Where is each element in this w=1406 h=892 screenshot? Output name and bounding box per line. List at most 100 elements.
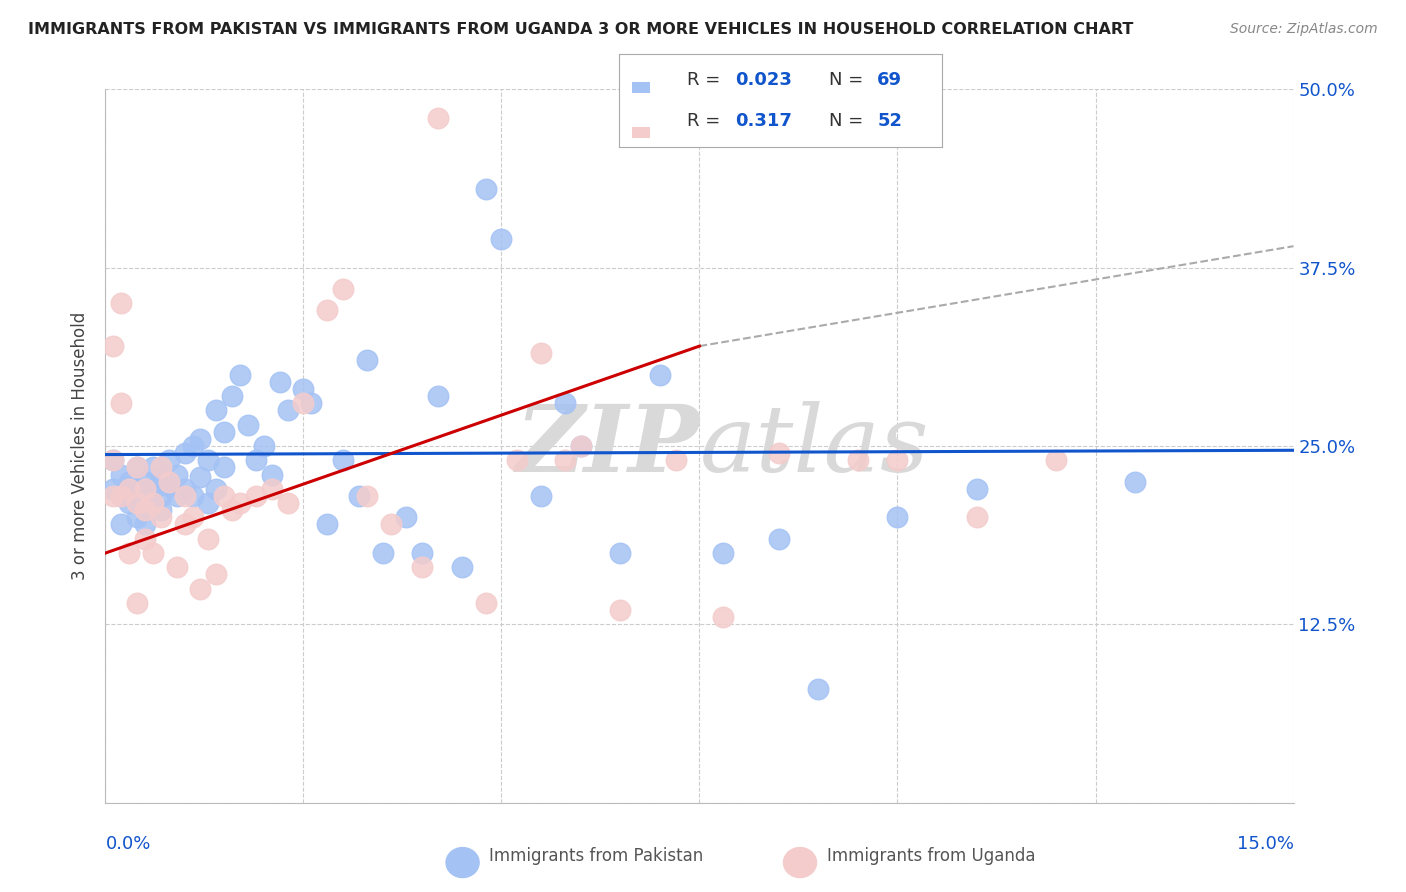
Point xyxy=(474,596,496,610)
Point xyxy=(157,479,180,493)
Point xyxy=(157,475,180,489)
Text: R =: R = xyxy=(686,112,725,130)
Point xyxy=(103,489,125,503)
Point xyxy=(157,453,180,467)
Point xyxy=(142,546,165,560)
Point xyxy=(711,610,734,624)
Point xyxy=(609,603,631,617)
Point xyxy=(190,432,212,446)
Point xyxy=(118,546,141,560)
Point xyxy=(648,368,671,382)
Point xyxy=(277,403,299,417)
Point xyxy=(332,453,354,467)
Point xyxy=(269,375,291,389)
Point xyxy=(118,489,141,503)
Text: IMMIGRANTS FROM PAKISTAN VS IMMIGRANTS FROM UGANDA 3 OR MORE VEHICLES IN HOUSEHO: IMMIGRANTS FROM PAKISTAN VS IMMIGRANTS F… xyxy=(28,22,1133,37)
Point xyxy=(149,503,172,517)
Point xyxy=(356,353,378,368)
Point xyxy=(371,546,394,560)
Point xyxy=(411,546,433,560)
Point xyxy=(127,496,149,510)
Point xyxy=(554,453,576,467)
Point xyxy=(245,489,267,503)
Point xyxy=(149,489,172,503)
Point xyxy=(236,417,259,432)
Text: 0.023: 0.023 xyxy=(735,70,792,88)
Point xyxy=(1045,453,1067,467)
Point xyxy=(181,439,204,453)
Text: 52: 52 xyxy=(877,112,903,130)
Point xyxy=(569,439,592,453)
Point xyxy=(214,460,236,475)
Point xyxy=(380,517,402,532)
Point xyxy=(173,517,195,532)
Point xyxy=(127,596,149,610)
Point xyxy=(118,475,141,489)
Point xyxy=(299,396,322,410)
Text: N =: N = xyxy=(830,70,869,88)
Point xyxy=(173,482,195,496)
Point xyxy=(197,496,219,510)
Point xyxy=(110,467,132,482)
Point xyxy=(173,446,195,460)
Point xyxy=(356,489,378,503)
Text: R =: R = xyxy=(686,70,725,88)
Point xyxy=(214,489,236,503)
Point xyxy=(134,517,156,532)
Point xyxy=(110,396,132,410)
Point xyxy=(569,439,592,453)
Point xyxy=(127,489,149,503)
Text: Immigrants from Uganda: Immigrants from Uganda xyxy=(827,847,1035,865)
Point xyxy=(427,389,450,403)
Point xyxy=(554,396,576,410)
Text: atlas: atlas xyxy=(700,401,929,491)
Point xyxy=(966,482,988,496)
Point xyxy=(205,482,228,496)
Point xyxy=(260,467,283,482)
Point xyxy=(253,439,276,453)
Point xyxy=(127,460,149,475)
Circle shape xyxy=(446,847,479,878)
Text: 69: 69 xyxy=(877,70,903,88)
FancyBboxPatch shape xyxy=(631,127,651,138)
Point xyxy=(142,496,165,510)
Point xyxy=(166,489,188,503)
Text: 0.0%: 0.0% xyxy=(105,835,150,853)
Point xyxy=(886,453,908,467)
Point xyxy=(474,182,496,196)
Point xyxy=(395,510,418,524)
Text: Immigrants from Pakistan: Immigrants from Pakistan xyxy=(489,847,703,865)
Point xyxy=(181,489,204,503)
Point xyxy=(134,475,156,489)
Point xyxy=(173,489,195,503)
Point xyxy=(886,510,908,524)
Point xyxy=(142,496,165,510)
Point xyxy=(427,111,450,125)
Circle shape xyxy=(783,847,817,878)
Point xyxy=(530,346,553,360)
Point xyxy=(332,282,354,296)
Text: Source: ZipAtlas.com: Source: ZipAtlas.com xyxy=(1230,22,1378,37)
Point xyxy=(197,532,219,546)
FancyBboxPatch shape xyxy=(631,82,651,93)
Point xyxy=(609,546,631,560)
Point xyxy=(347,489,370,503)
Point xyxy=(1123,475,1146,489)
Point xyxy=(134,532,156,546)
Point xyxy=(506,453,529,467)
Point xyxy=(846,453,869,467)
Point xyxy=(149,470,172,484)
Point xyxy=(190,582,212,596)
Text: 0.317: 0.317 xyxy=(735,112,792,130)
Point xyxy=(181,510,204,524)
Point xyxy=(229,368,252,382)
Point xyxy=(768,532,790,546)
Point xyxy=(807,681,830,696)
Point xyxy=(127,482,149,496)
Text: N =: N = xyxy=(830,112,869,130)
Point xyxy=(110,489,132,503)
Text: 15.0%: 15.0% xyxy=(1236,835,1294,853)
Point xyxy=(149,460,172,475)
Point xyxy=(966,510,988,524)
Point xyxy=(221,503,243,517)
